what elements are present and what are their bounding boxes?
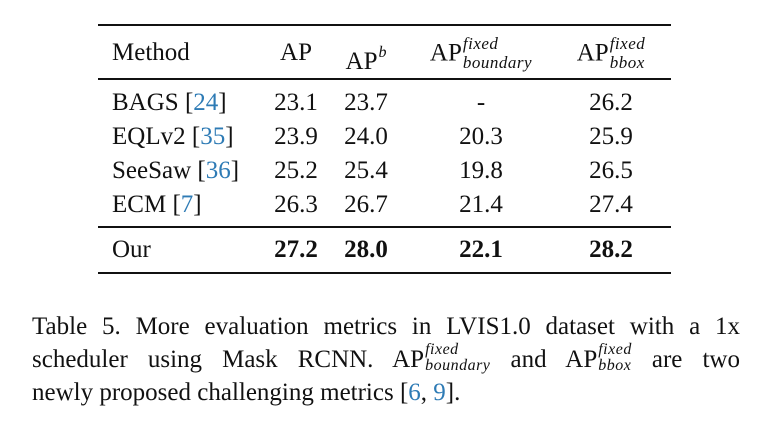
top-rule xyxy=(98,24,671,26)
header-row: Method AP APb AP fixed boundary AP fixed bbo… xyxy=(98,34,671,75)
citation-link[interactable]: 9 xyxy=(433,379,446,406)
table-row: SeeSaw [36] 25.2 25.4 19.8 26.5 xyxy=(98,154,671,188)
header-ap-fixed-bbox: AP fixed bbox xyxy=(576,34,646,72)
method-cell: ECM [7] xyxy=(112,191,202,218)
citation-link[interactable]: 6 xyxy=(408,379,421,406)
apb-cell: 25.4 xyxy=(344,157,388,184)
ap-cell: 23.1 xyxy=(274,89,318,116)
ap-boundary-cell: 19.8 xyxy=(459,157,503,184)
ap-boundary-cell: - xyxy=(476,89,486,116)
ap-cell: 26.3 xyxy=(274,191,318,218)
ap-cell: 27.2 xyxy=(274,236,318,263)
apb-cell: 28.0 xyxy=(344,236,388,263)
header-apb: APb xyxy=(345,44,387,75)
citation-link[interactable]: 35 xyxy=(200,123,226,150)
table-row: EQLv2 [35] 23.9 24.0 20.3 25.9 xyxy=(98,120,671,154)
citation-link[interactable]: 24 xyxy=(193,89,219,116)
apb-cell: 24.0 xyxy=(344,123,388,150)
ap-bbox-cell: 25.9 xyxy=(589,123,633,150)
citation-link[interactable]: 7 xyxy=(180,191,194,218)
bottom-rule xyxy=(98,272,671,274)
header-method: Method xyxy=(112,39,190,66)
ap-boundary-cell: 22.1 xyxy=(459,236,503,263)
mid-rule xyxy=(98,226,671,228)
method-cell: EQLv2 [35] xyxy=(112,123,234,150)
ap-cell: 23.9 xyxy=(274,123,318,150)
ap-cell: 25.2 xyxy=(274,157,318,184)
method-cell: SeeSaw [36] xyxy=(112,157,240,184)
apb-cell: 23.7 xyxy=(344,89,388,116)
ap-boundary-cell: 20.3 xyxy=(459,123,503,150)
table-row: BAGS [24] 23.1 23.7 - 26.2 xyxy=(98,86,671,120)
ap-bbox-cell: 26.2 xyxy=(589,89,633,116)
citation-link[interactable]: 36 xyxy=(205,157,231,184)
ap-boundary-cell: 21.4 xyxy=(459,191,503,218)
caption-line-2: scheduler using Mask RCNN. AP fixed bounda… xyxy=(32,341,740,375)
table-row: ECM [7] 26.3 26.7 21.4 27.4 xyxy=(98,188,671,222)
ours-row: Our 27.2 28.0 22.1 28.2 xyxy=(98,233,671,267)
header-rule xyxy=(98,78,671,80)
method-cell: Our xyxy=(112,236,151,263)
header-ap-fixed-boundary: AP fixed boundary xyxy=(429,34,533,72)
caption-line-1: Table 5. More evaluation metrics in LVIS… xyxy=(32,313,740,340)
method-cell: BAGS [24] xyxy=(112,89,227,116)
ap-bbox-cell: 27.4 xyxy=(589,191,633,218)
ap-bbox-cell: 28.2 xyxy=(589,236,633,263)
header-ap: AP xyxy=(280,39,312,66)
table-caption: Table 5. More evaluation metrics in LVIS… xyxy=(32,310,740,409)
apb-cell: 26.7 xyxy=(344,191,388,218)
ap-bbox-cell: 26.5 xyxy=(589,157,633,184)
caption-line-3: newly proposed challenging metrics [6, 9… xyxy=(32,379,461,406)
